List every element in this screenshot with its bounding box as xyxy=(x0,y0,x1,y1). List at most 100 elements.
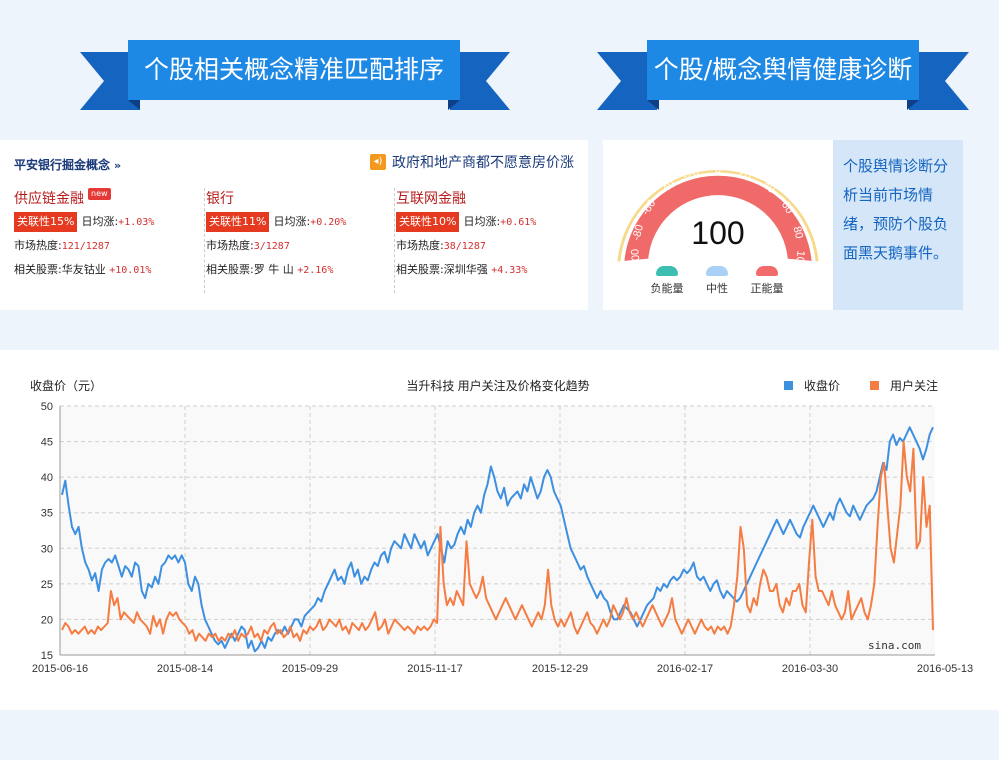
related-stock-label: 相关股票: xyxy=(206,263,254,276)
market-heat-value: 121/1287 xyxy=(61,241,110,252)
concept-panel-title-text[interactable]: 平安银行掘金概念 xyxy=(14,158,111,172)
market-heat-row: 市场热度:38/1287 xyxy=(396,234,574,258)
gauge-value: 100 xyxy=(691,215,744,251)
legend-positive: 正能量 xyxy=(737,266,797,296)
legend-neutral-label: 中性 xyxy=(706,282,728,295)
legend-swatch xyxy=(870,381,879,390)
y-tick-label: 40 xyxy=(41,472,53,484)
market-heat-label: 市场热度: xyxy=(396,239,444,252)
concept-stats-row: 关联性10% 日均涨:+0.61% xyxy=(396,210,574,234)
related-stock-name[interactable]: 深圳华强 xyxy=(443,263,488,276)
y-tick-label: 50 xyxy=(41,401,53,413)
gauge-arc xyxy=(624,175,812,261)
market-heat-row: 市场热度:121/1287 xyxy=(14,234,194,258)
market-heat-label: 市场热度: xyxy=(206,239,254,252)
news-ticker[interactable]: ◂) 政府和地产商都不愿意房价涨 xyxy=(370,152,574,172)
gauge-tick-label: 20 xyxy=(737,167,752,182)
concept-name-text[interactable]: 银行 xyxy=(206,191,234,207)
avg-change-value: +0.61% xyxy=(500,217,537,228)
y-tick-label: 30 xyxy=(41,543,53,555)
double-chevron-right-icon[interactable]: » xyxy=(114,159,122,172)
related-stock-name[interactable]: 罗 牛 山 xyxy=(253,263,294,276)
concept-name[interactable]: 供应链金融 new xyxy=(14,188,194,210)
market-heat-label: 市场热度: xyxy=(14,239,62,252)
gauge-tick-label: 60 xyxy=(779,199,796,216)
concept-card: 银行 关联性11% 日均涨:+0.20% 市场热度:3/1287 相关股票:罗 牛… xyxy=(204,188,384,293)
avg-change-label: 日均涨: xyxy=(463,215,501,228)
y-tick-label: 25 xyxy=(41,579,53,591)
avg-change-value: +0.20% xyxy=(310,217,347,228)
concept-card: 互联网金融 关联性10% 日均涨:+0.61% 市场热度:38/1287 相关股票… xyxy=(394,188,574,293)
market-heat-row: 市场热度:3/1287 xyxy=(206,234,384,258)
relevance-badge: 关联性10% xyxy=(396,212,460,232)
legend-label: 收盘价 xyxy=(804,378,840,393)
sentiment-gauge-panel: -100 -80 -60 -40 -20 0 20 40 60 80 100 100 负能量 中性 正… xyxy=(603,140,833,310)
sentiment-banner-title: 个股/概念舆情健康诊断 xyxy=(647,40,919,100)
gauge-tick-label: 40 xyxy=(760,179,777,196)
gauge-tick-label: -80 xyxy=(631,223,646,241)
x-tick-label: 2016-02-17 xyxy=(657,663,713,675)
y-axis-label: 收盘价（元） xyxy=(30,378,102,393)
concept-name-text[interactable]: 互联网金融 xyxy=(396,191,466,207)
y-tick-label: 35 xyxy=(41,508,53,520)
x-tick-label: 2016-05-13 xyxy=(917,663,973,675)
ribbon-fold-right xyxy=(907,100,919,110)
gauge-tick-label: -20 xyxy=(682,166,701,183)
related-stock-row: 相关股票:华友钴业 +10.01% xyxy=(14,258,194,282)
chart-title: 当升科技 用户关注及价格变化趋势 xyxy=(406,378,589,393)
related-stock-name[interactable]: 华友钴业 xyxy=(61,263,106,276)
concept-card: 供应链金融 new 关联性15% 日均涨:+1.03% 市场热度:121/1287 … xyxy=(14,188,194,293)
concept-banner: 个股相关概念精准匹配排序 xyxy=(80,40,510,110)
x-tick-label: 2016-03-30 xyxy=(782,663,838,675)
watermark: sina.com xyxy=(868,639,921,652)
market-heat-value: 3/1287 xyxy=(253,241,290,252)
avg-change-value: +1.03% xyxy=(118,217,155,228)
concept-name[interactable]: 银行 xyxy=(206,188,384,210)
series-line xyxy=(61,426,934,653)
concept-banner-title: 个股相关概念精准匹配排序 xyxy=(128,40,460,100)
trend-chart-panel: 15 20 25 30 35 40 45 50 2015-06-16 2015-08-14 2015… xyxy=(0,350,999,710)
gauge-tick-label: -100 xyxy=(629,248,643,271)
negative-swatch xyxy=(656,266,678,276)
concept-panel: 平安银行掘金概念» ◂) 政府和地产商都不愿意房价涨 供应链金融 new 关联性1… xyxy=(0,140,588,310)
relevance-badge: 关联性11% xyxy=(206,212,270,232)
concept-stats-row: 关联性11% 日均涨:+0.20% xyxy=(206,210,384,234)
legend-neutral: 中性 xyxy=(687,266,747,296)
x-tick-label: 2015-12-29 xyxy=(532,663,588,675)
gauge-tick-label: 80 xyxy=(790,225,805,240)
x-tick-label: 2015-06-16 xyxy=(32,663,88,675)
legend-label: 用户关注 xyxy=(890,378,938,393)
concept-panel-title[interactable]: 平安银行掘金概念» xyxy=(14,156,121,173)
gauge-tick-label: 100 xyxy=(793,250,807,269)
x-tick-label: 2015-08-14 xyxy=(157,663,213,675)
related-stock-change: +10.01% xyxy=(109,265,152,276)
ribbon-fold-left xyxy=(647,100,659,110)
trend-chart: 15 20 25 30 35 40 45 50 2015-06-16 2015-08-14 2015… xyxy=(30,378,973,675)
related-stock-label: 相关股票: xyxy=(396,263,444,276)
related-stock-row: 相关股票:深圳华强 +4.33% xyxy=(396,258,574,282)
gauge-tick-label: 0 xyxy=(715,164,721,176)
related-stock-row: 相关股票:罗 牛 山 +2.16% xyxy=(206,258,384,282)
legend-negative: 负能量 xyxy=(637,266,697,296)
positive-swatch xyxy=(756,266,778,276)
speaker-icon: ◂) xyxy=(370,154,386,170)
concept-name-text[interactable]: 供应链金融 xyxy=(14,191,84,207)
y-tick-label: 15 xyxy=(41,650,53,662)
news-ticker-text[interactable]: 政府和地产商都不愿意房价涨 xyxy=(392,155,574,171)
series-line xyxy=(61,440,934,642)
relevance-badge: 关联性15% xyxy=(14,212,78,232)
legend-swatch xyxy=(784,381,793,390)
neutral-swatch xyxy=(706,266,728,276)
x-tick-label: 2015-09-29 xyxy=(282,663,338,675)
legend-negative-label: 负能量 xyxy=(650,282,684,295)
avg-change-label: 日均涨: xyxy=(81,215,119,228)
new-badge: new xyxy=(88,188,111,200)
concept-stats-row: 关联性15% 日均涨:+1.03% xyxy=(14,210,194,234)
concept-name[interactable]: 互联网金融 xyxy=(396,188,574,210)
ribbon-fold-left xyxy=(128,100,140,110)
legend-positive-label: 正能量 xyxy=(750,282,784,295)
avg-change-label: 日均涨: xyxy=(273,215,311,228)
related-stock-label: 相关股票: xyxy=(14,263,62,276)
y-tick-label: 45 xyxy=(41,437,53,449)
